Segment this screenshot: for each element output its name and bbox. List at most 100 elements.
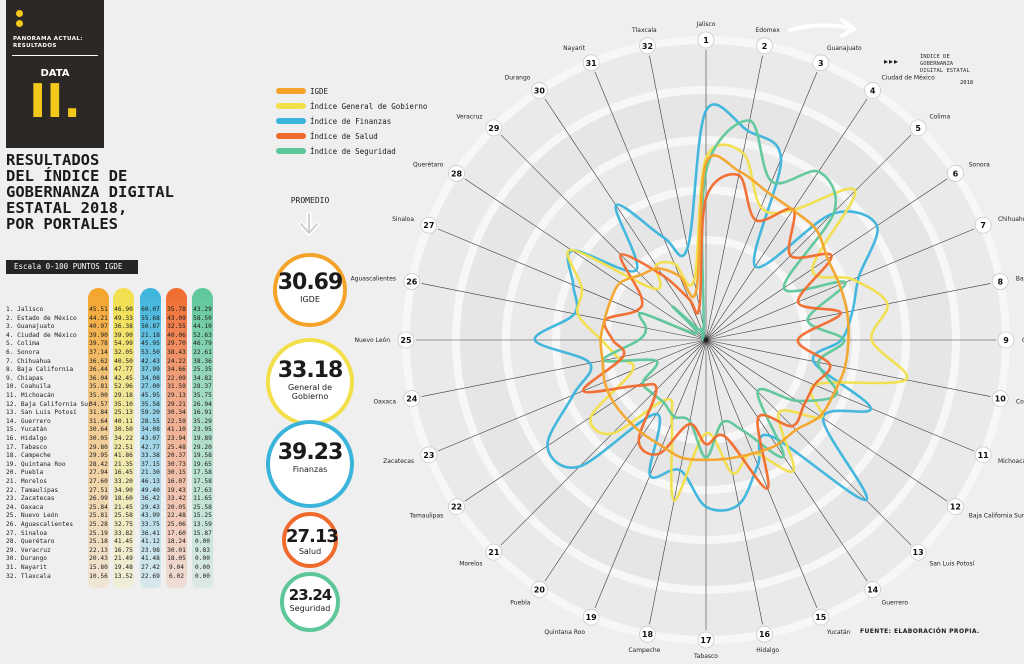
table-row-label: 24. Oaxaca — [6, 503, 44, 511]
spoke-number: 30 — [534, 87, 546, 96]
table-cell: 10.56 — [89, 572, 108, 580]
spoke-number: 2 — [762, 42, 768, 51]
table-cell: 21.35 — [114, 460, 133, 468]
table-cell: 19.48 — [114, 564, 133, 571]
table-cell: 41.12 — [141, 538, 160, 546]
average-value: 33.18 — [277, 357, 344, 383]
state-label: Morelos — [459, 560, 482, 567]
spoke-number-badge — [909, 119, 927, 137]
brand-text: ÍNDICE DE GOBERNANZA DIGITAL ESTATAL — [920, 54, 970, 75]
table-row-label: 3. Guanajuato — [6, 323, 55, 331]
spoke-number: 11 — [978, 451, 990, 460]
spoke-number-badge — [812, 608, 830, 626]
table-cell: 43.29 — [193, 306, 212, 313]
table-cell: 23.98 — [141, 546, 160, 554]
spoke-line — [705, 178, 948, 341]
table-row-label: 27. Sinaloa — [6, 529, 47, 537]
table-cell: 25.58 — [193, 503, 212, 511]
table-cell: 35.29 — [193, 417, 212, 425]
spoke-number-badge — [756, 37, 773, 55]
table-cell: 17.58 — [193, 469, 212, 477]
spoke-number: 18 — [642, 630, 654, 639]
average-value: 39.23 — [277, 439, 344, 465]
table-cell: 42.45 — [114, 374, 133, 382]
table-cell: 46.79 — [193, 340, 212, 348]
spoke-line — [705, 98, 868, 341]
state-label: Baja California — [1016, 275, 1024, 282]
table-row-label: 18. Campeche — [6, 452, 51, 460]
table-cell: 16.45 — [114, 469, 133, 477]
spoke-number-badge — [909, 543, 927, 561]
table-cell: 29.18 — [114, 392, 133, 399]
spoke-number-badge — [420, 446, 438, 464]
spoke-line — [421, 283, 707, 341]
state-label: Tlaxcala — [631, 27, 657, 34]
table-row-label: 31. Nayarit — [6, 564, 47, 571]
table-row-label: 29. Veracruz — [6, 546, 51, 554]
scores-table: 1. Jalisco 45.51 46.90 60.07 35.78 43.29 2. Es… — [6, 288, 213, 588]
state-label: Ciudad de México — [882, 74, 936, 81]
series-line — [581, 173, 843, 490]
average-label: Salud — [298, 546, 322, 556]
average-label: Seguridad — [289, 604, 331, 614]
state-label: Baja California Sur — [969, 513, 1024, 520]
table-row-label: 23. Zacatecas — [6, 495, 55, 503]
legend-item: Índice General de Gobierno — [272, 99, 427, 114]
table-cell: 0.00 — [195, 538, 210, 546]
legend-swatch — [276, 103, 306, 109]
state-label: Guanajuato — [827, 45, 862, 52]
badge-data-label: DATA — [40, 68, 70, 79]
table-cell: 47.77 — [114, 366, 133, 374]
table-cell: 23.94 — [167, 435, 186, 442]
table-row-label: 12. Baja California Sur — [6, 400, 92, 408]
table-cell: 9.83 — [195, 546, 210, 554]
legend-item: IGDE — [272, 84, 427, 99]
table-cell: 18.24 — [167, 538, 186, 546]
average-heading: PROMEDIO — [290, 196, 330, 205]
table-cell: 46.90 — [114, 306, 133, 313]
table-cell: 25.81 — [89, 512, 108, 520]
table-cell: 30.50 — [114, 426, 133, 434]
data-badge: PANORAMA ACTUAL: RESULTADOS DATA II. — [6, 0, 104, 148]
table-row-label: 15. Yucatán — [6, 426, 47, 434]
spoke-number-badge — [639, 37, 656, 55]
table-cell: 36.41 — [141, 529, 160, 537]
table-cell: 36.42 — [141, 495, 160, 503]
table-cell: 27.42 — [141, 564, 160, 571]
table-row-label: 9. Chiapas — [6, 374, 44, 382]
legend-item: Índice de Finanzas — [272, 114, 427, 129]
average-circle: 27.13 Salud — [282, 512, 339, 568]
spoke-number-badge — [403, 390, 421, 407]
table-cell: 35.00 — [89, 392, 108, 399]
spoke-number: 24 — [406, 395, 418, 404]
table-cell: 33.82 — [114, 529, 133, 537]
spoke-number: 27 — [423, 221, 434, 230]
table-cell: 25.06 — [167, 521, 186, 528]
state-label: Oaxaca — [373, 399, 396, 406]
spoke-number-badge — [582, 608, 600, 626]
state-label: Sonora — [969, 161, 990, 168]
table-cell: 34.08 — [141, 426, 160, 434]
spoke-number: 7 — [980, 221, 986, 230]
table-cell: 40.97 — [89, 323, 108, 331]
spoke-number: 22 — [451, 503, 462, 512]
table-cell: 25.35 — [193, 366, 212, 374]
table-cell: 36.38 — [114, 323, 133, 331]
table-cell: 17.60 — [167, 529, 186, 537]
legend-label: Índice de Finanzas — [310, 117, 392, 126]
average-label: IGDE — [300, 295, 320, 305]
series-line — [602, 119, 847, 459]
spoke-number-badge — [756, 625, 773, 643]
spoke-number-badge — [582, 54, 600, 72]
spoke-number-badge — [864, 82, 881, 99]
table-cell: 43.09 — [167, 314, 186, 322]
table-cell: 26.94 — [193, 400, 212, 408]
brand-mark: ▸▸▸ ÍNDICE DE GOBERNANZA DIGITAL ESTATAL… — [884, 52, 994, 92]
table-cell: 59.20 — [141, 409, 160, 417]
spoke-line — [705, 339, 991, 397]
table-cell: 13.59 — [193, 521, 212, 528]
table-row-label: 14. Guerrero — [6, 417, 51, 425]
table-cell: 18.05 — [167, 555, 186, 563]
spoke-number-badge — [448, 498, 465, 515]
state-label: Yucatán — [826, 629, 851, 636]
